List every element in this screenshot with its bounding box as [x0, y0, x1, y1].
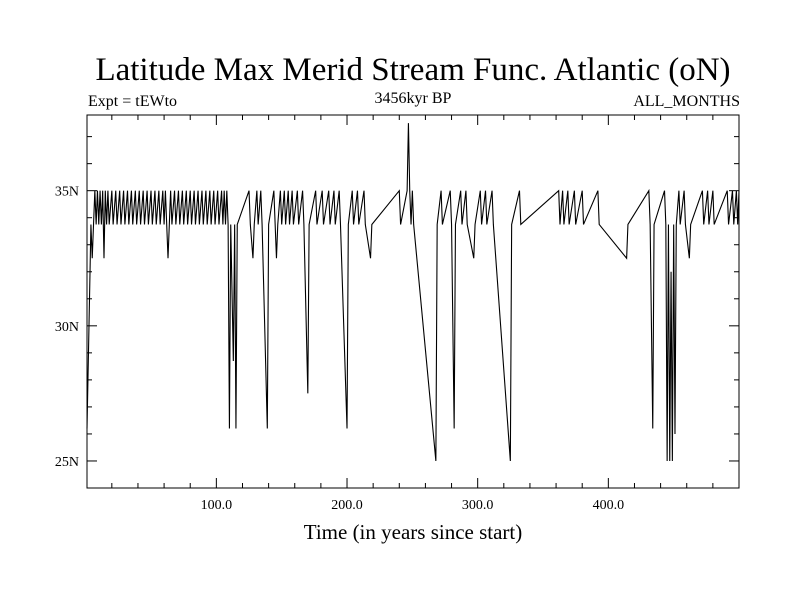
minor-ticks — [87, 115, 739, 489]
x-tick-label: 200.0 — [331, 498, 363, 513]
y-tick-label: 30N — [55, 320, 79, 335]
chart-title: Latitude Max Merid Stream Func. Atlantic… — [95, 52, 730, 88]
series-group — [86, 123, 740, 462]
plot-frame — [86, 114, 740, 489]
x-tick-label: 400.0 — [593, 498, 625, 513]
series-line — [86, 123, 740, 462]
subtitle-left: Expt = tEWto — [88, 93, 177, 110]
x-tick-label: 300.0 — [462, 498, 494, 513]
x-tick-label: 100.0 — [201, 498, 233, 513]
subtitle-center: 3456kyr BP — [375, 90, 452, 107]
x-axis-label: Time (in years since start) — [304, 520, 523, 544]
y-tick-label: 35N — [55, 185, 79, 200]
y-axis: 25N 30N 35N — [55, 185, 739, 470]
y-tick-label: 25N — [55, 455, 79, 470]
x-axis: 100.0 200.0 300.0 400.0 — [201, 115, 624, 513]
subtitle-right: ALL_MONTHS — [633, 93, 740, 110]
